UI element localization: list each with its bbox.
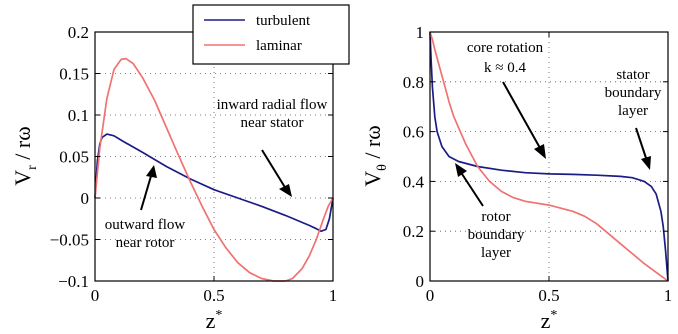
right-arrow-rotor-shaft <box>462 174 483 206</box>
left-arrow-inward-shaft <box>262 150 286 189</box>
left-y-tick-label: 0.2 <box>68 23 89 42</box>
left-y-tick-label: −0.05 <box>50 231 89 250</box>
right-x-tick-label: 1 <box>664 286 673 305</box>
right-ticks: 0 0.2 0.4 0.6 0.8 1 0 0.5 1 <box>403 23 673 305</box>
left-y-tick-label: 0.05 <box>59 148 89 167</box>
right-arrow-rotor-head <box>455 163 467 177</box>
left-y-tick-label: −0.1 <box>58 272 89 291</box>
legend-label-turbulent: turbulent <box>256 13 311 29</box>
left-chart-panel: −0.1 −0.05 0 0.05 0.1 0.15 0.2 0 0.5 1 Vr / rω z*… <box>10 5 349 333</box>
left-y-tick-label: 0 <box>81 189 90 208</box>
right-x-tick-label: 0.5 <box>538 286 559 305</box>
right-y-tick-label: 0 <box>416 272 425 291</box>
right-arrow-core-head <box>534 144 546 159</box>
left-arrow-inward-head <box>279 184 292 197</box>
right-y-axis-label: Vθ / rω <box>360 125 390 187</box>
right-y-tick-label: 0.8 <box>403 73 424 92</box>
right-chart-panel: 0 0.2 0.4 0.6 0.8 1 0 0.5 1 Vθ / rω z* core rota… <box>360 23 672 333</box>
right-y-tick-label: 0.6 <box>403 123 424 142</box>
right-arrow-stator-shaft <box>636 128 646 158</box>
left-x-tick-label: 0.5 <box>203 286 224 305</box>
legend: turbulent laminar <box>193 5 349 64</box>
right-annotation-rotor-boundary-layer: rotor boundary layer <box>468 209 525 261</box>
legend-label-laminar: laminar <box>256 38 302 54</box>
right-x-axis-label: z* <box>541 308 558 333</box>
left-x-tick-label: 1 <box>329 286 338 305</box>
right-annotation-core-rotation: core rotation k ≈ 0.4 <box>467 40 544 76</box>
left-y-tick-label: 0.15 <box>59 65 89 84</box>
left-arrow-outward-shaft <box>141 176 151 210</box>
left-annotation-inward-radial-flow: inward radial flow near stator <box>217 97 328 131</box>
right-annotation-stator-boundary-layer: stator boundary layer <box>605 67 662 119</box>
left-y-tick-label: 0.1 <box>68 106 89 125</box>
right-arrow-stator-head <box>641 156 651 170</box>
right-arrow-core-shaft <box>503 82 540 148</box>
right-y-tick-label: 0.4 <box>403 172 425 191</box>
right-y-tick-label: 1 <box>416 23 425 42</box>
left-x-axis-label: z* <box>206 308 223 333</box>
right-y-tick-label: 0.2 <box>403 222 424 241</box>
left-annotation-outward-flow: outward flow near rotor <box>105 217 186 251</box>
left-arrow-outward-head <box>146 165 157 178</box>
left-y-axis-label: Vr / rω <box>10 126 40 185</box>
left-x-tick-label: 0 <box>91 286 100 305</box>
left-ticks: −0.1 −0.05 0 0.05 0.1 0.15 0.2 0 0.5 1 <box>50 23 338 305</box>
right-x-tick-label: 0 <box>426 286 435 305</box>
